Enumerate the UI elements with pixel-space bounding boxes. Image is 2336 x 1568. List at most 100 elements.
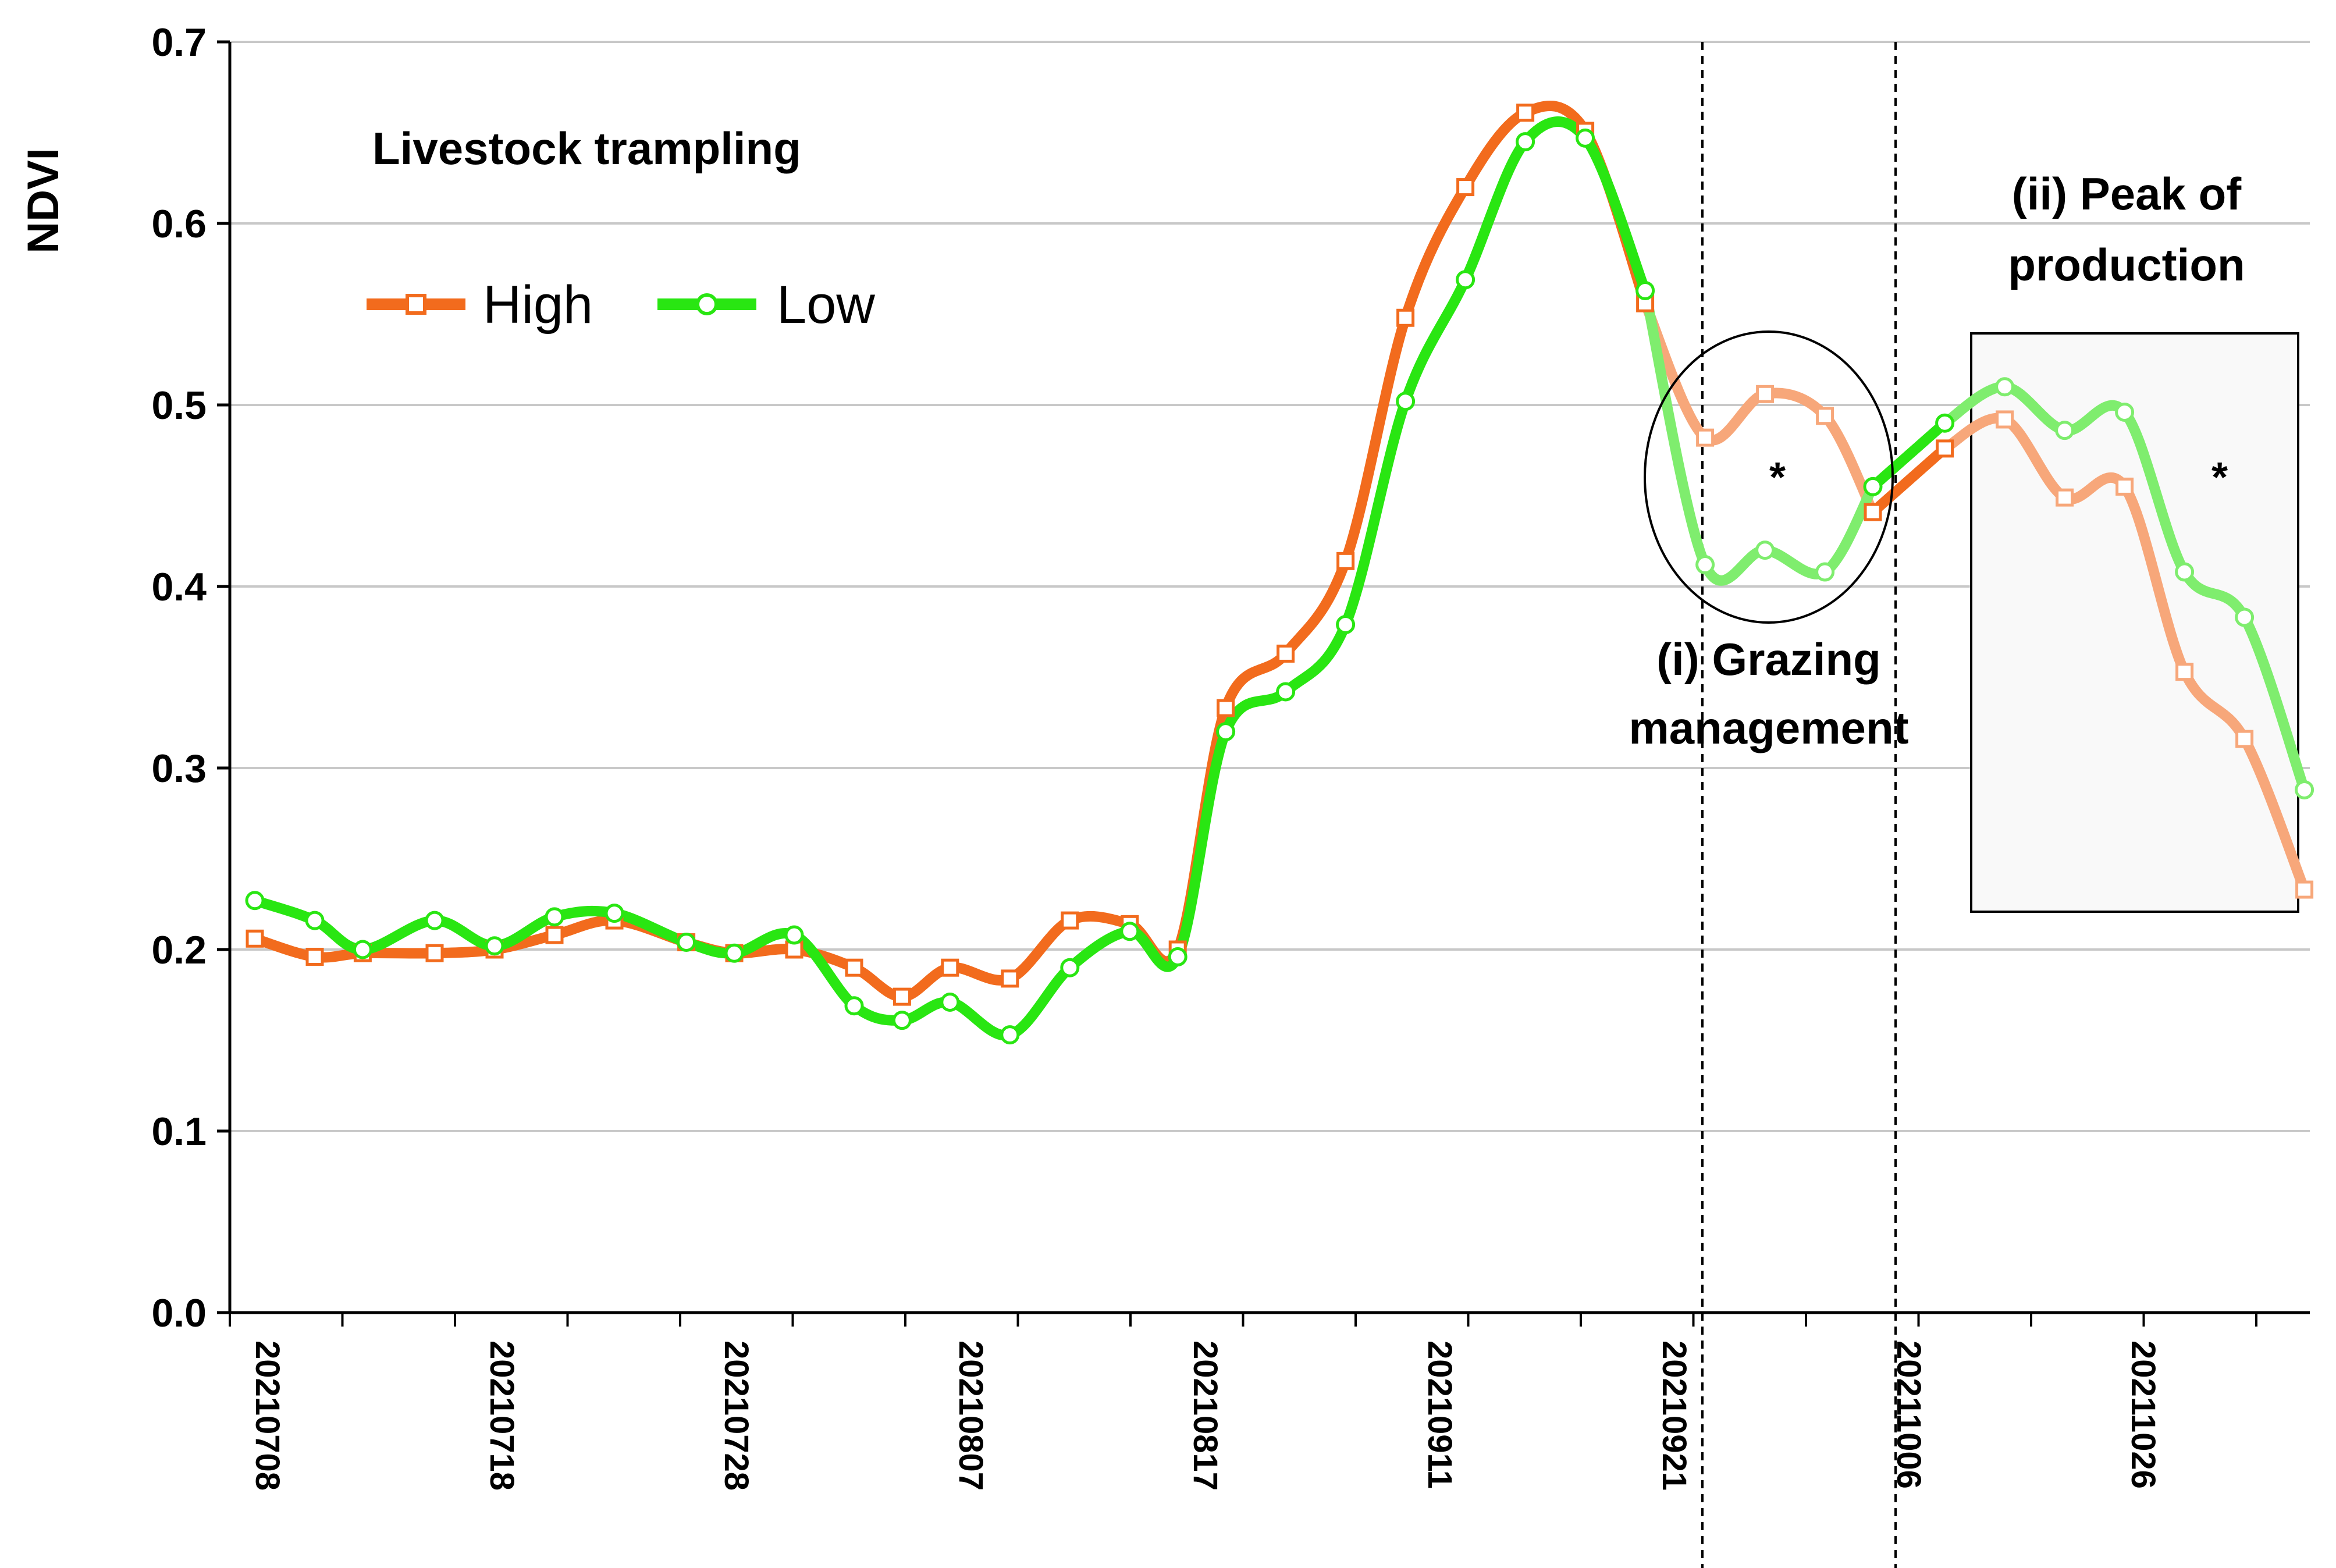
y-tick-label: 0.0: [151, 1291, 207, 1335]
low-point: [1935, 413, 1955, 433]
series-segment-low: [1640, 285, 1878, 586]
x-ticks: 20210708 20210718 20210728 20210807 20210817…: [229, 1313, 2257, 1491]
x-tick-label: 20210807: [952, 1341, 990, 1491]
high-point: [425, 944, 444, 962]
high-point: [246, 929, 264, 948]
x-tick-label: 20210817: [1186, 1341, 1224, 1491]
x-tick-label: 20211026: [2124, 1341, 2162, 1489]
high-point: [1061, 911, 1079, 930]
legend: High Low: [367, 275, 875, 335]
low-point: [245, 891, 265, 911]
low-point: [1576, 128, 1595, 148]
peak-annotation-line1: (ii) Peak of: [2012, 168, 2242, 219]
x-tick-label: 20210728: [717, 1341, 755, 1491]
low-point: [892, 1011, 912, 1030]
low-point: [2175, 562, 2195, 582]
high-point: [1756, 385, 1775, 403]
low-point: [1060, 958, 1080, 977]
series-line-low: [250, 116, 1651, 1041]
low-point: [724, 943, 744, 963]
low-point: [1635, 280, 1655, 300]
low-point: [2115, 402, 2135, 422]
high-point: [2115, 477, 2134, 496]
high-point: [1396, 308, 1415, 327]
high-point: [893, 987, 911, 1006]
low-point: [940, 992, 960, 1012]
low-point: [1456, 270, 1475, 290]
low-point: [1276, 682, 1296, 702]
y-ticks: 0.0 0.1 0.2 0.3 0.4 0.5 0.6 0.7: [151, 20, 230, 1335]
x-tick-label: 20210921: [1655, 1341, 1693, 1491]
low-point: [2055, 421, 2075, 440]
chart-title: Livestock trampling: [372, 123, 801, 174]
low-point: [1396, 392, 1416, 411]
high-point: [1217, 699, 1235, 717]
gridlines: [230, 41, 2310, 1132]
low-point: [1815, 562, 1835, 582]
grazing-annotation-line1: (i) Grazing: [1656, 634, 1881, 685]
high-point: [941, 958, 959, 977]
low-point: [1216, 722, 1236, 742]
series-group: [245, 100, 2314, 1045]
x-tick-label: 20211006: [1890, 1341, 1928, 1489]
low-point: [425, 911, 445, 930]
legend-high-label: High: [483, 275, 593, 335]
low-point: [1168, 947, 1187, 966]
high-point: [1816, 407, 1834, 425]
low-point: [2235, 607, 2255, 627]
high-point: [1456, 178, 1475, 197]
low-point: [1695, 555, 1715, 575]
low-point: [1863, 477, 1883, 496]
low-point: [485, 936, 504, 956]
high-point: [2056, 488, 2074, 507]
low-point: [353, 940, 372, 959]
high-point: [1277, 644, 1295, 663]
high-point: [1996, 410, 2014, 429]
x-tick-label: 20210718: [483, 1341, 521, 1491]
y-tick-label: 0.7: [151, 20, 207, 65]
legend-low-label: Low: [777, 275, 875, 335]
low-point: [1755, 541, 1775, 560]
low-point: [1336, 615, 1356, 635]
y-tick-label: 0.3: [151, 746, 207, 791]
legend-high-marker: [406, 294, 426, 315]
y-tick-label: 0.5: [151, 383, 207, 428]
low-point: [784, 925, 804, 945]
high-point: [1336, 552, 1355, 570]
high-point: [305, 947, 324, 966]
high-point: [1001, 969, 1019, 988]
high-point: [845, 958, 863, 977]
high-point: [545, 926, 564, 944]
y-tick-label: 0.1: [151, 1110, 207, 1154]
peak-annotation-line2: production: [2008, 239, 2245, 290]
low-point: [1995, 377, 2015, 397]
grazing-significance-star: *: [1769, 454, 1786, 501]
legend-low-marker: [696, 293, 718, 315]
x-tick-label: 20210911: [1421, 1341, 1459, 1489]
low-point: [2295, 780, 2314, 799]
high-point: [2175, 663, 2194, 681]
low-point: [1000, 1025, 1020, 1045]
high-point: [1516, 104, 1535, 122]
high-point: [2295, 880, 2314, 899]
grazing-annotation-line2: management: [1629, 702, 1908, 753]
grazing-ellipse: [1644, 330, 1894, 624]
x-tick-label: 20210708: [248, 1341, 286, 1491]
low-point: [305, 911, 325, 930]
high-point: [1864, 503, 1882, 521]
low-point: [1516, 132, 1535, 152]
y-tick-label: 0.6: [151, 202, 207, 246]
high-point: [1696, 428, 1715, 447]
low-point: [844, 996, 864, 1016]
low-point: [1120, 922, 1140, 941]
low-point: [605, 904, 624, 923]
y-tick-label: 0.4: [151, 565, 207, 609]
series-line-high: [250, 100, 1651, 1002]
peak-significance-star: *: [2211, 454, 2228, 501]
high-point: [1936, 439, 1954, 458]
low-point: [677, 933, 696, 952]
low-point: [545, 907, 564, 927]
y-axis-title: NDVI: [19, 148, 68, 254]
high-point: [2235, 730, 2254, 748]
